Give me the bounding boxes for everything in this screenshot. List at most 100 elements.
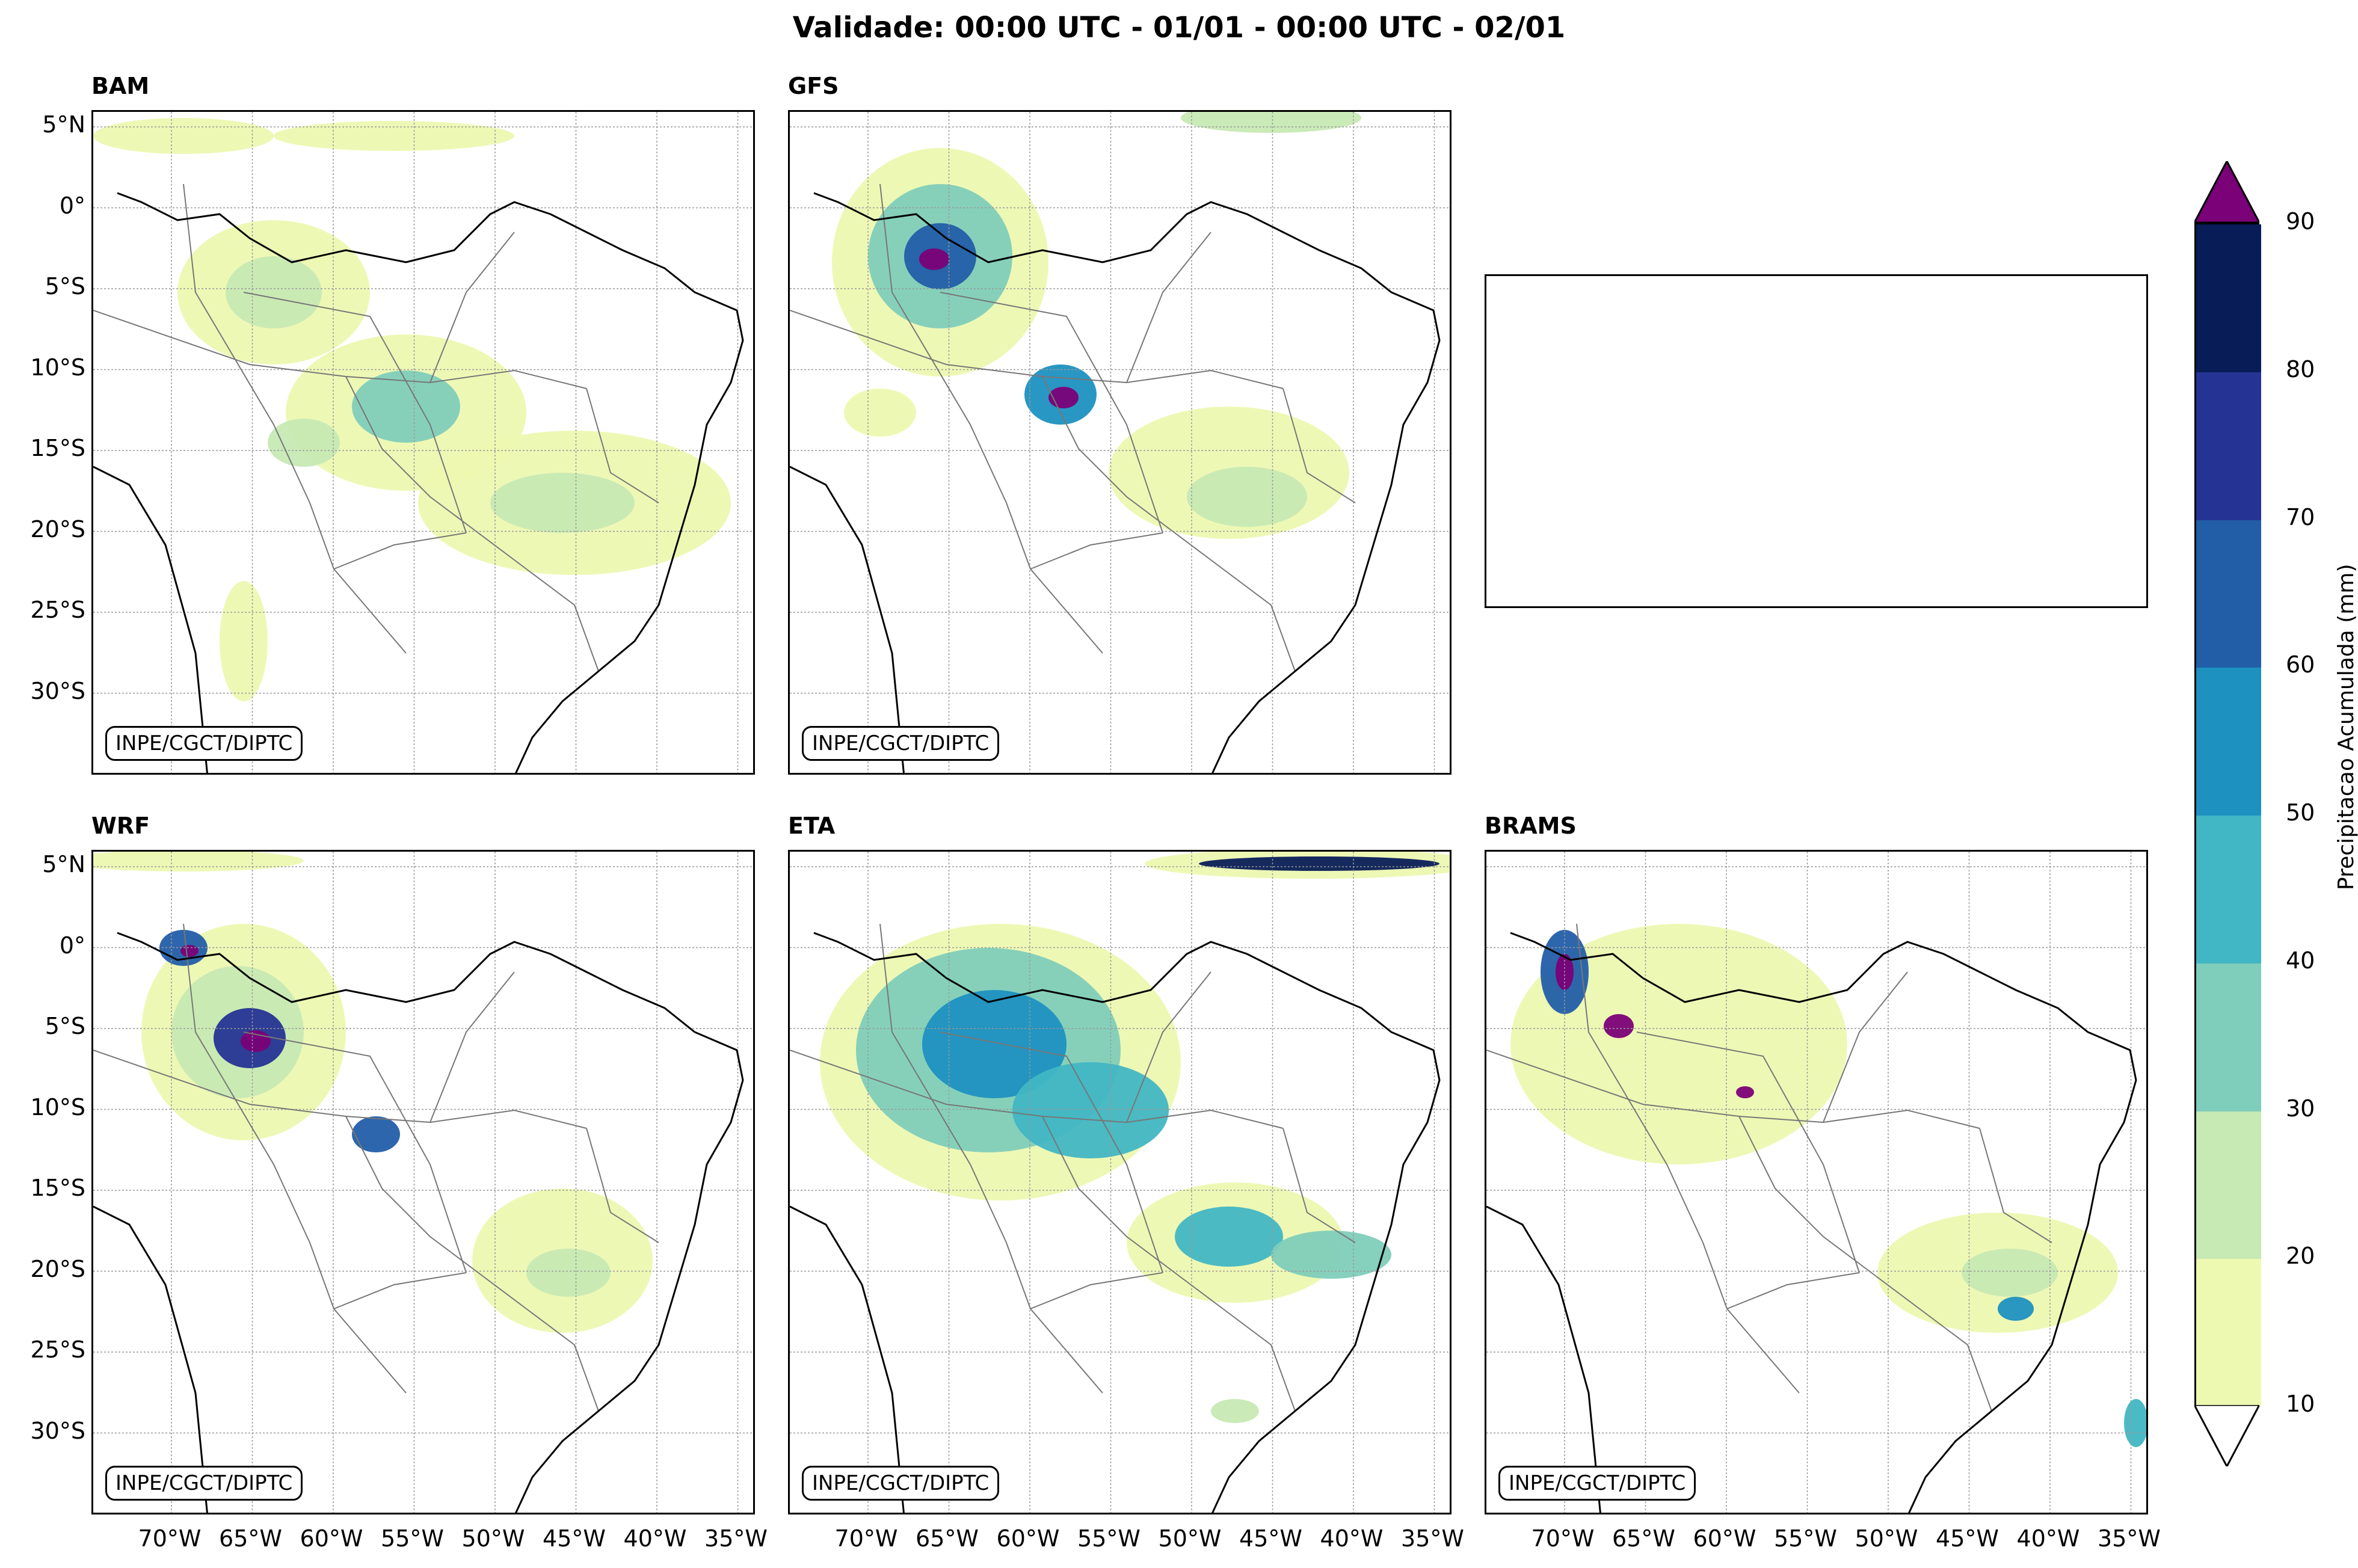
lon-tick-label: 35°W bbox=[704, 1525, 768, 1552]
state-border bbox=[1636, 1031, 1860, 1273]
state-border bbox=[526, 568, 599, 672]
coastline bbox=[93, 192, 744, 773]
colorbar-tick-label: 50 bbox=[2286, 799, 2315, 826]
precip-area bbox=[919, 248, 949, 270]
precip-area bbox=[1187, 467, 1307, 527]
colorbar-segment bbox=[2196, 963, 2261, 1111]
lat-tick-label: 25°S bbox=[30, 597, 85, 623]
colorbar-tick-label: 90 bbox=[2286, 208, 2315, 235]
state-border bbox=[345, 376, 527, 570]
empty-panel bbox=[1485, 274, 2148, 608]
state-border bbox=[940, 292, 1163, 533]
precip-area bbox=[1736, 1086, 1754, 1098]
colorbar-tick-label: 40 bbox=[2286, 947, 2315, 974]
state-border bbox=[429, 232, 515, 383]
precip-area bbox=[352, 370, 460, 443]
colorbar-segment bbox=[2196, 668, 2261, 816]
precip-area bbox=[922, 990, 1067, 1098]
lon-tick-label: 45°W bbox=[543, 1525, 606, 1552]
precip-area bbox=[93, 118, 274, 154]
state-border bbox=[1030, 532, 1163, 570]
colorbar-under-triangle bbox=[2194, 1405, 2259, 1466]
credit-box: INPE/CGCT/DIPTC bbox=[802, 1466, 1000, 1501]
precip-area bbox=[1510, 924, 1847, 1164]
panel-title-bam: BAM bbox=[91, 73, 150, 99]
precip-area bbox=[1604, 1014, 1634, 1038]
colorbar-bar bbox=[2194, 223, 2261, 1407]
state-border bbox=[586, 388, 659, 503]
lon-tick-label: 65°W bbox=[1612, 1525, 1675, 1552]
lon-tick-label: 55°W bbox=[381, 1525, 444, 1552]
precip-area bbox=[1962, 1249, 2058, 1297]
panel-title-eta: ETA bbox=[788, 813, 836, 839]
map-panel-bam: INPE/CGCT/DIPTC bbox=[91, 110, 755, 775]
colorbar-label: Precipitacao Acumulada (mm) bbox=[2334, 564, 2358, 890]
lon-tick-label: 70°W bbox=[834, 1525, 898, 1552]
state-border bbox=[1282, 1128, 1356, 1243]
lat-tick-label: 10°S bbox=[30, 1093, 85, 1121]
lat-tick-label: 30°S bbox=[30, 677, 85, 704]
precip-area bbox=[180, 945, 199, 957]
lat-tick-label: 5°S bbox=[45, 273, 85, 300]
state-border bbox=[93, 1050, 587, 1129]
state-border bbox=[1042, 1116, 1224, 1309]
state-border bbox=[1282, 388, 1356, 503]
state-border bbox=[1222, 568, 1296, 672]
map-panel-gfs: INPE/CGCT/DIPTC bbox=[788, 110, 1451, 775]
state-border bbox=[1030, 1272, 1163, 1309]
lon-tick-label: 40°W bbox=[2016, 1525, 2080, 1552]
lat-tick-label: 5°S bbox=[45, 1013, 85, 1039]
precip-area bbox=[1181, 112, 1361, 133]
colorbar-tick-label: 20 bbox=[2286, 1243, 2315, 1270]
state-border bbox=[1126, 971, 1211, 1123]
colorbar-tick-label: 10 bbox=[2286, 1391, 2315, 1417]
figure-title: Validade: 00:00 UTC - 01/01 - 00:00 UTC … bbox=[792, 11, 1566, 45]
precip-area bbox=[268, 419, 340, 467]
map-wrf bbox=[93, 852, 753, 1513]
state-border bbox=[1823, 971, 1908, 1123]
state-border bbox=[790, 310, 1284, 389]
state-border bbox=[1979, 1128, 2052, 1243]
colorbar-tick-label: 60 bbox=[2286, 651, 2315, 678]
map-panel-brams: INPE/CGCT/DIPTC bbox=[1485, 850, 2148, 1514]
state-border bbox=[183, 923, 407, 1394]
colorbar-over-triangle bbox=[2194, 161, 2259, 223]
lat-tick-label: 0° bbox=[59, 932, 85, 959]
state-border bbox=[526, 1308, 599, 1412]
colorbar-segment bbox=[2196, 816, 2261, 964]
state-border bbox=[1738, 1116, 1920, 1309]
map-gfs bbox=[790, 112, 1450, 773]
coastline bbox=[93, 932, 744, 1513]
precip-area bbox=[1175, 1207, 1283, 1267]
state-border bbox=[1126, 232, 1211, 383]
colorbar-segment bbox=[2196, 520, 2261, 668]
panel-title-gfs: GFS bbox=[788, 73, 839, 99]
lat-tick-label: 30°S bbox=[30, 1417, 85, 1444]
colorbar-segment bbox=[2196, 224, 2261, 372]
lon-tick-label: 45°W bbox=[1936, 1525, 1999, 1552]
lon-tick-label: 60°W bbox=[300, 1525, 363, 1552]
lat-tick-label: 5°N bbox=[42, 851, 85, 878]
state-border bbox=[1726, 1272, 1860, 1309]
lon-tick-label: 60°W bbox=[996, 1525, 1060, 1552]
lon-tick-label: 70°W bbox=[138, 1525, 202, 1552]
state-border bbox=[1576, 923, 1800, 1394]
lon-tick-label: 40°W bbox=[1320, 1525, 1384, 1552]
lon-tick-label: 70°W bbox=[1531, 1525, 1595, 1552]
lat-tick-label: 20°S bbox=[30, 515, 85, 543]
lat-tick-label: 25°S bbox=[30, 1336, 85, 1363]
lat-tick-label: 10°S bbox=[30, 354, 85, 381]
lon-tick-label: 40°W bbox=[623, 1525, 687, 1552]
lon-tick-label: 45°W bbox=[1239, 1525, 1302, 1552]
lon-tick-label: 50°W bbox=[1158, 1525, 1222, 1552]
colorbar-segment bbox=[2196, 1259, 2261, 1407]
state-border bbox=[1919, 1308, 1992, 1412]
map-panel-eta: INPE/CGCT/DIPTC bbox=[788, 850, 1451, 1514]
precip-area bbox=[844, 389, 916, 437]
credit-box: INPE/CGCT/DIPTC bbox=[802, 726, 1000, 761]
state-border bbox=[879, 183, 1103, 654]
credit-box: INPE/CGCT/DIPTC bbox=[1498, 1466, 1696, 1501]
state-border bbox=[1222, 1308, 1296, 1412]
lon-tick-label: 50°W bbox=[1855, 1525, 1918, 1552]
panel-title-brams: BRAMS bbox=[1485, 813, 1577, 839]
